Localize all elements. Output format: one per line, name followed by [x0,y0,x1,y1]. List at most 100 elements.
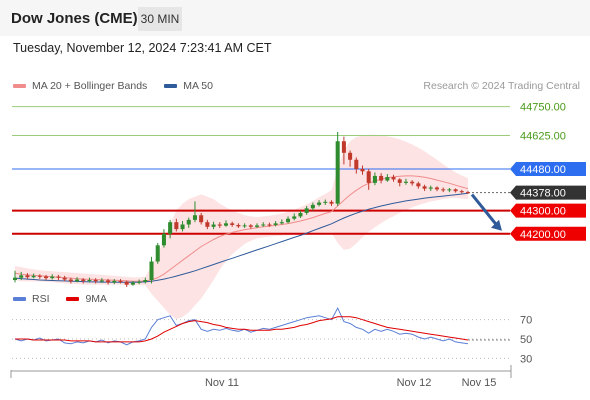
candle-body [335,141,340,204]
candle [410,180,415,186]
candle-body [186,219,191,225]
candle [230,221,235,227]
candle [453,188,458,193]
candle-body [149,261,154,280]
candle [168,219,173,239]
candle [385,174,390,182]
candle [403,178,408,185]
candle [248,224,253,229]
candle [87,277,92,283]
legend-label-rsi-ma: 9MA [85,293,108,305]
candle-body [99,280,104,282]
candle [106,278,111,285]
candle-body [223,223,229,226]
candle [155,243,160,264]
candle [12,270,18,283]
main-legend: MA 20 + Bollinger Bands MA 50 [13,80,227,92]
candle-body [254,225,260,227]
candle [186,217,191,228]
candle-body [130,282,135,285]
candle-body [428,187,433,189]
price-label-text: 44625.00 [520,130,566,142]
candle-body [329,201,334,204]
price-levels-layer [12,106,510,235]
credit-text: Research © 2024 Trading Central [423,80,580,92]
candle [174,218,179,232]
candle [161,229,166,248]
candle-body [261,224,266,226]
candles-layer [12,132,471,287]
candle-body [298,212,303,217]
legend-swatch-rsi-ma [66,297,80,302]
candle [124,280,129,287]
candle-body [422,186,427,189]
candle-body [354,159,359,169]
candle-body [168,222,173,234]
timeframe-button[interactable]: 30 MIN [138,7,182,31]
candle-body [416,183,421,187]
candle-body [180,224,185,230]
candle [379,173,384,184]
price-label-44378: 44378.00 [510,185,586,200]
bollinger-band-layer [15,134,468,320]
candle [242,223,247,228]
candle-body [242,225,247,227]
candle-body [37,275,42,277]
candle [329,200,334,206]
candle [372,172,377,186]
candle-body [323,201,328,203]
price-label-text: 44480.00 [520,164,566,176]
candle [459,189,464,194]
candle-body [56,276,61,278]
candle [217,222,222,228]
candle-body [385,177,390,181]
instrument-title: Dow Jones (CME) [11,10,138,27]
candle-body [397,179,402,183]
candle-body [248,225,253,227]
candle [118,279,123,284]
price-label-box [510,162,586,176]
candle [428,185,433,191]
candle-body [230,223,235,225]
candle [223,220,229,227]
candle-body [292,216,297,219]
candle [236,223,241,228]
candle-body [211,224,216,227]
time-axis: Nov 11 Nov 12 Nov 15 [10,365,512,389]
price-label-text: 44200.00 [520,229,566,241]
candle-body [360,169,365,172]
legend-item-rsi-ma: 9MA [66,293,107,305]
candle [273,221,278,227]
candle-body [68,279,73,282]
price-label-box [510,185,586,200]
candle [149,256,154,284]
rsi-panel: 70 50 30 [12,306,532,365]
candle [50,274,55,280]
candle [143,277,148,284]
candle [44,274,49,280]
candle [397,178,402,187]
candle [341,136,346,165]
candle [75,277,80,283]
legend-label-ma50: MA 50 [183,80,213,92]
ma50-line [14,192,469,283]
candle-body [155,245,160,262]
candle-body [93,280,98,282]
candle-body [372,175,377,183]
candle [254,223,260,228]
timestamp: Tuesday, November 12, 2024 7:23:41 AM CE… [13,41,272,55]
candle [19,271,24,280]
candle [112,279,117,285]
candle [304,206,309,215]
price-label-text: 44750.00 [520,102,566,114]
candle [99,278,104,283]
candle-body [174,222,179,230]
legend-item-ma50: MA 50 [164,80,213,92]
candle-body [441,189,446,191]
candle-body [25,275,30,278]
candle [205,219,210,230]
candle-body [341,141,346,153]
header-bar [0,0,590,36]
candle [360,165,365,175]
